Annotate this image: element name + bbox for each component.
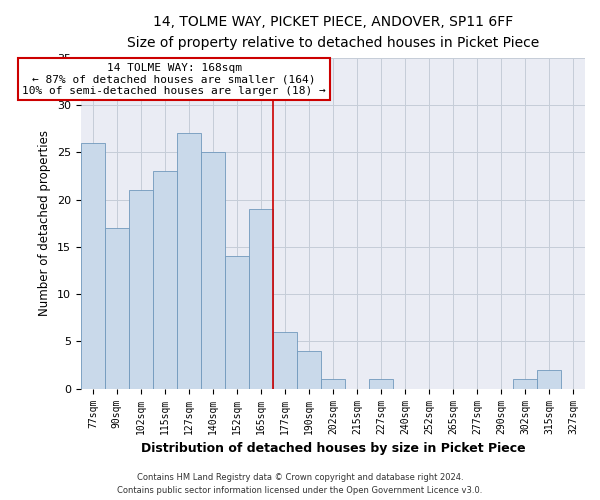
Bar bbox=[81, 143, 105, 388]
Bar bbox=[513, 379, 537, 388]
Bar bbox=[369, 379, 393, 388]
Bar bbox=[153, 171, 177, 388]
Y-axis label: Number of detached properties: Number of detached properties bbox=[38, 130, 52, 316]
Bar bbox=[321, 379, 345, 388]
X-axis label: Distribution of detached houses by size in Picket Piece: Distribution of detached houses by size … bbox=[140, 442, 525, 455]
Text: 14 TOLME WAY: 168sqm
← 87% of detached houses are smaller (164)
10% of semi-deta: 14 TOLME WAY: 168sqm ← 87% of detached h… bbox=[22, 62, 326, 96]
Bar bbox=[249, 209, 273, 388]
Bar bbox=[201, 152, 225, 388]
Title: 14, TOLME WAY, PICKET PIECE, ANDOVER, SP11 6FF
Size of property relative to deta: 14, TOLME WAY, PICKET PIECE, ANDOVER, SP… bbox=[127, 15, 539, 50]
Bar bbox=[177, 134, 201, 388]
Bar bbox=[273, 332, 297, 388]
Bar bbox=[297, 351, 321, 389]
Bar bbox=[537, 370, 561, 388]
Bar bbox=[225, 256, 249, 388]
Bar bbox=[105, 228, 129, 388]
Bar bbox=[129, 190, 153, 388]
Text: Contains HM Land Registry data © Crown copyright and database right 2024.
Contai: Contains HM Land Registry data © Crown c… bbox=[118, 474, 482, 495]
